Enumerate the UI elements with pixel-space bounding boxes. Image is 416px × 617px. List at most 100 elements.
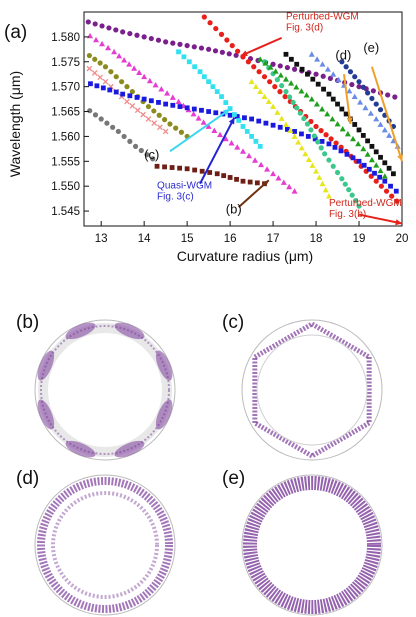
data-point — [121, 57, 128, 63]
annotation-arrowhead — [223, 109, 231, 116]
data-point — [378, 183, 384, 189]
data-point — [92, 21, 98, 27]
data-point — [151, 120, 158, 127]
annotation: (e) — [363, 40, 403, 162]
data-point — [329, 116, 336, 122]
data-point — [364, 151, 371, 157]
data-point — [86, 52, 92, 59]
data-point — [127, 93, 133, 99]
annotation: Quasi-WGM Fig. 3(c) — [157, 117, 236, 203]
data-point — [346, 187, 352, 193]
annotation-arrowhead — [262, 180, 269, 187]
y-tick-label: 1.555 — [51, 156, 80, 168]
data-point — [338, 148, 344, 154]
annotation: (b) — [226, 179, 270, 217]
data-point — [233, 52, 239, 58]
data-point — [121, 133, 127, 140]
data-point — [284, 64, 291, 71]
x-tick-label: 18 — [310, 233, 323, 245]
panel-label-d: (d) — [16, 468, 39, 489]
panel-label-c: (c) — [222, 312, 244, 333]
data-point — [328, 136, 334, 142]
annotation: (c) — [144, 108, 231, 162]
data-point — [206, 79, 212, 85]
data-point — [383, 188, 390, 194]
data-point — [280, 179, 287, 185]
data-point — [326, 141, 332, 147]
data-point — [392, 94, 398, 100]
data-point — [177, 165, 183, 171]
data-point — [156, 100, 161, 105]
annotation: Perturbed-WGM Fig. 3(d) — [240, 11, 359, 57]
data-point — [291, 66, 298, 72]
data-point — [106, 25, 112, 31]
data-point — [342, 181, 348, 187]
data-point — [274, 109, 281, 115]
data-point — [105, 44, 112, 51]
data-point — [377, 167, 384, 174]
data-point — [113, 74, 119, 80]
field-segment — [253, 420, 314, 459]
data-point — [176, 49, 181, 55]
data-point — [325, 193, 332, 199]
data-point — [127, 138, 133, 144]
y-tick-label: 1.580 — [51, 32, 80, 44]
data-point — [318, 145, 324, 151]
data-point — [124, 98, 130, 105]
data-point — [351, 93, 358, 100]
data-point — [213, 110, 219, 116]
data-point — [352, 74, 358, 80]
annotation-arrow — [342, 74, 352, 125]
y-tick-label: 1.550 — [51, 181, 80, 193]
data-point — [275, 175, 282, 181]
data-point — [248, 78, 255, 85]
data-point — [213, 25, 219, 32]
data-point — [100, 85, 106, 91]
data-point — [184, 105, 190, 111]
panel-label-b: (b) — [16, 312, 39, 333]
data-point — [370, 88, 376, 94]
annotation-label: (b) — [226, 202, 242, 217]
data-point — [373, 101, 379, 107]
data-point — [343, 111, 349, 117]
data-point — [335, 101, 340, 107]
data-point — [167, 121, 173, 127]
data-point — [360, 133, 366, 138]
data-point — [129, 89, 135, 95]
data-point — [285, 126, 290, 132]
data-point — [277, 72, 284, 78]
data-point — [184, 42, 190, 49]
annotation: Perturbed-WGM Fig. 3(b) — [329, 198, 403, 226]
data-point — [134, 107, 141, 114]
data-point — [298, 88, 305, 94]
data-point — [282, 76, 289, 82]
panel-label-a: (a) — [4, 22, 27, 43]
data-point — [120, 29, 126, 35]
data-point — [365, 90, 371, 96]
data-point — [97, 60, 103, 66]
data-point — [304, 121, 311, 127]
data-point — [116, 52, 123, 59]
panel-a: (a) 1.5451.5501.5551.5601.5651.5701.5751… — [4, 11, 408, 264]
data-point — [294, 105, 300, 111]
field-segment — [310, 420, 371, 459]
field-ring-inner — [51, 491, 159, 599]
y-tick-label: 1.570 — [51, 82, 80, 94]
data-marks — [85, 14, 401, 209]
data-point — [373, 116, 380, 122]
data-point — [249, 116, 254, 122]
data-point — [252, 83, 259, 90]
data-point — [378, 154, 383, 160]
data-point — [287, 127, 294, 133]
data-point — [257, 143, 263, 149]
data-point — [228, 140, 235, 146]
data-point — [249, 134, 254, 139]
data-point — [148, 98, 154, 104]
data-point — [258, 161, 265, 168]
data-point — [140, 111, 146, 118]
field-lobe — [37, 399, 55, 430]
data-point — [302, 150, 309, 157]
data-point — [303, 92, 310, 98]
data-point — [298, 145, 305, 151]
data-point — [367, 110, 374, 116]
